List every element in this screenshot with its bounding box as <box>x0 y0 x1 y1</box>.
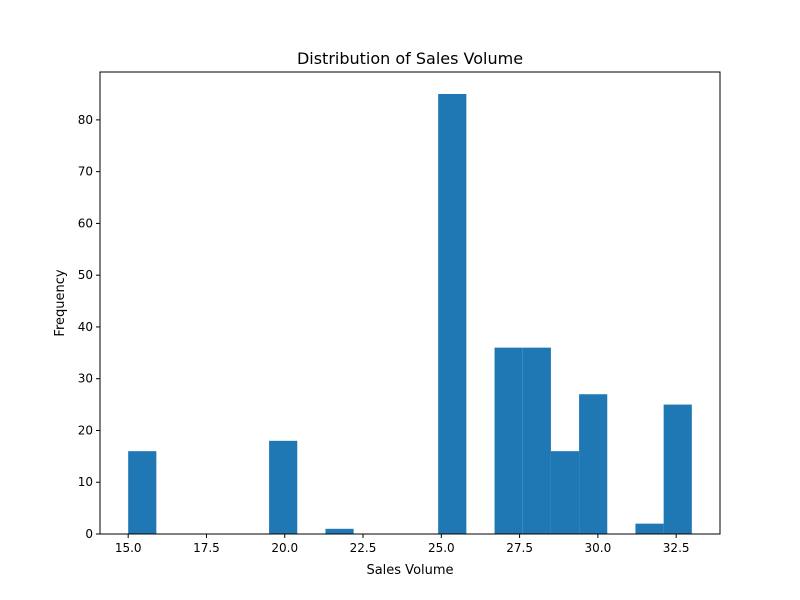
histogram-bar <box>522 347 551 534</box>
chart-title: Distribution of Sales Volume <box>297 49 523 68</box>
y-axis-label: Frequency <box>53 269 68 336</box>
x-tick-label: 22.5 <box>350 541 377 555</box>
y-tick-label: 70 <box>78 165 93 179</box>
histogram-bar <box>494 347 523 534</box>
histogram-bar <box>579 394 608 534</box>
x-tick-label: 15.0 <box>115 541 142 555</box>
histogram-bar <box>269 440 298 534</box>
histogram-bar <box>635 523 664 534</box>
histogram-bar <box>325 528 354 534</box>
y-axis-ticks: 0 10 20 30 40 50 60 70 80 <box>78 113 100 541</box>
x-tick-label: 30.0 <box>585 541 612 555</box>
plot-frame <box>99 71 721 535</box>
x-tick-label: 20.0 <box>271 541 298 555</box>
x-tick-label: 25.0 <box>428 541 455 555</box>
y-tick-label: 10 <box>78 475 93 489</box>
y-tick-label: 0 <box>85 527 93 541</box>
bars-group <box>128 94 692 534</box>
y-tick-label: 80 <box>78 113 93 127</box>
histogram-bar <box>663 404 692 534</box>
y-tick-label: 30 <box>78 372 93 386</box>
x-axis-label: Sales Volume <box>366 563 453 578</box>
y-tick-label: 60 <box>78 216 93 230</box>
y-tick-label: 40 <box>78 320 93 334</box>
y-tick-label: 20 <box>78 423 93 437</box>
x-tick-label: 32.5 <box>663 541 690 555</box>
x-tick-label: 27.5 <box>506 541 533 555</box>
x-tick-label: 17.5 <box>193 541 220 555</box>
histogram-bar <box>128 451 157 534</box>
x-axis-ticks: 15.0 17.5 20.0 22.5 25.0 27.5 30.0 32.5 <box>115 534 690 555</box>
histogram-bar <box>438 94 467 534</box>
histogram-bar <box>550 451 580 534</box>
y-tick-label: 50 <box>78 268 93 282</box>
